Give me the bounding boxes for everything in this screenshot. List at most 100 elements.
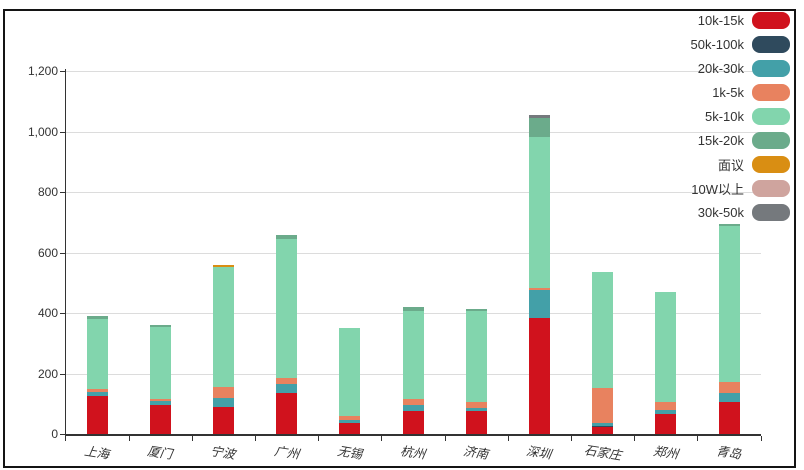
bar-segment-15k-20k[interactable]: [149, 325, 171, 327]
bar-segment-10k-15k[interactable]: [149, 405, 171, 434]
bar-segment-1k-5k[interactable]: [655, 401, 677, 411]
bar-segment-20k-30k[interactable]: [86, 391, 108, 397]
legend-item-10k-15k[interactable]: 10k-15k: [560, 11, 790, 29]
bar-segment-1k-5k[interactable]: [592, 387, 614, 424]
bar-segment-15k-20k[interactable]: [276, 234, 298, 239]
x-axis-tick: [760, 436, 762, 441]
bar-segment-5k-10k[interactable]: [528, 137, 550, 289]
bar-segment-1k-5k[interactable]: [86, 389, 108, 392]
bar-segment-5k-10k[interactable]: [149, 326, 171, 400]
x-axis-category-label: 石家庄: [582, 443, 622, 463]
x-axis-category-label: 厦门: [146, 444, 174, 462]
bar-segment-20k-30k[interactable]: [212, 397, 234, 408]
bar-segment-15k-20k[interactable]: [465, 309, 487, 312]
x-axis-tick: [128, 436, 130, 441]
bar-segment-20k-30k[interactable]: [592, 423, 614, 426]
bar-segment-20k-30k[interactable]: [528, 290, 550, 318]
legend-label: 50k-100k: [690, 36, 744, 52]
legend-label: 20k-30k: [697, 60, 744, 76]
y-axis-tick: [60, 313, 65, 314]
y-axis-tick: [60, 71, 65, 72]
bar-segment-10k-15k[interactable]: [212, 407, 234, 434]
bar-segment-15k-20k[interactable]: [402, 306, 424, 311]
bar-segment-30k-50k[interactable]: [528, 114, 550, 119]
legend-swatch: [752, 179, 790, 197]
x-axis-category-label: 杭州: [399, 444, 427, 462]
bar-segment-1k-5k[interactable]: [402, 399, 424, 406]
y-axis-tick: [60, 434, 65, 435]
x-axis-category-label: 宁波: [209, 444, 237, 462]
bar-segment-5k-10k[interactable]: [592, 271, 614, 388]
x-axis-tick: [444, 436, 446, 441]
legend-item-1k-5k[interactable]: 1k-5k: [560, 83, 790, 101]
y-axis-tick-label: 1,200: [27, 64, 58, 78]
bar-segment-10k-15k[interactable]: [86, 396, 108, 434]
legend-item-5k-10k[interactable]: 5k-10k: [560, 107, 790, 125]
bar-segment-1k-5k[interactable]: [276, 378, 298, 385]
bar-segment-10k-15k[interactable]: [465, 411, 487, 434]
bar-segment-10k-15k[interactable]: [528, 317, 550, 434]
legend-label: 面议: [717, 157, 744, 173]
y-axis-tick-label: 200: [37, 366, 58, 381]
bar-segment-1k-5k[interactable]: [528, 288, 550, 291]
x-axis-tick: [255, 436, 256, 441]
bar-segment-20k-30k[interactable]: [339, 420, 361, 424]
bar-segment-1k-5k[interactable]: [465, 402, 487, 409]
legend-item-20k-30k[interactable]: 20k-30k: [560, 59, 790, 77]
bar-segment-15k-20k[interactable]: [528, 118, 550, 138]
x-axis-tick: [697, 436, 699, 441]
y-axis-tick-label: 800: [37, 185, 58, 199]
legend-item-10W以上[interactable]: 10W以上: [560, 179, 790, 197]
bar-segment-10k-15k[interactable]: [276, 393, 298, 434]
bar-segment-10k-15k[interactable]: [402, 410, 424, 434]
bar-segment-面议[interactable]: [212, 264, 234, 267]
bar-segment-5k-10k[interactable]: [402, 310, 424, 400]
bar-segment-20k-30k[interactable]: [149, 401, 171, 406]
x-axis-tick: [381, 436, 383, 441]
bar-segment-5k-10k[interactable]: [86, 318, 108, 390]
bar-segment-10k-15k[interactable]: [592, 427, 614, 434]
bar-segment-50k-100k[interactable]: [592, 425, 614, 428]
bar-segment-20k-30k[interactable]: [276, 384, 298, 394]
bar-segment-20k-30k[interactable]: [655, 410, 677, 415]
x-axis-category-label: 郑州: [652, 444, 680, 462]
legend-label: 10W以上: [691, 181, 744, 197]
bar-segment-5k-10k[interactable]: [276, 238, 298, 379]
bar-segment-15k-20k[interactable]: [86, 315, 108, 319]
y-axis-tick: [60, 192, 65, 193]
y-axis-tick-label: 600: [37, 245, 58, 260]
bar-segment-5k-10k[interactable]: [212, 266, 234, 388]
legend-item-面议[interactable]: 面议: [560, 155, 790, 173]
bar-segment-10k-15k[interactable]: [655, 414, 677, 434]
legend-swatch: [752, 203, 790, 221]
bar-segment-5k-10k[interactable]: [655, 291, 677, 402]
bar-segment-5k-10k[interactable]: [718, 225, 740, 382]
bar-segment-1k-5k[interactable]: [718, 381, 740, 393]
x-axis-tick: [191, 436, 193, 441]
bar-segment-10k-15k[interactable]: [718, 402, 740, 434]
bar-segment-1k-5k[interactable]: [339, 415, 361, 421]
legend-item-15k-20k[interactable]: 15k-20k: [560, 131, 790, 149]
bar-segment-20k-30k[interactable]: [718, 392, 740, 403]
gridline: [65, 131, 761, 133]
x-axis-tick: [571, 436, 572, 441]
y-axis-tick: [60, 252, 65, 254]
y-axis-tick-label: 0: [51, 427, 58, 441]
bar-segment-5k-10k[interactable]: [339, 327, 361, 416]
x-axis-category-label: 青岛: [715, 444, 743, 462]
bar-segment-20k-30k[interactable]: [402, 405, 424, 411]
legend-item-50k-100k[interactable]: 50k-100k: [560, 35, 790, 53]
bar-segment-1k-5k[interactable]: [212, 387, 234, 398]
bar-segment-15k-20k[interactable]: [718, 223, 740, 226]
bar-segment-5k-10k[interactable]: [465, 311, 487, 403]
legend-swatch: [752, 155, 790, 173]
bar-segment-20k-30k[interactable]: [465, 408, 487, 412]
legend-item-30k-50k[interactable]: 30k-50k: [560, 203, 790, 221]
x-axis-tick: [634, 436, 636, 441]
bar-segment-1k-5k[interactable]: [149, 399, 171, 402]
bar-segment-10k-15k[interactable]: [339, 423, 361, 434]
y-axis-line: [65, 69, 66, 434]
legend-swatch: [752, 107, 790, 125]
